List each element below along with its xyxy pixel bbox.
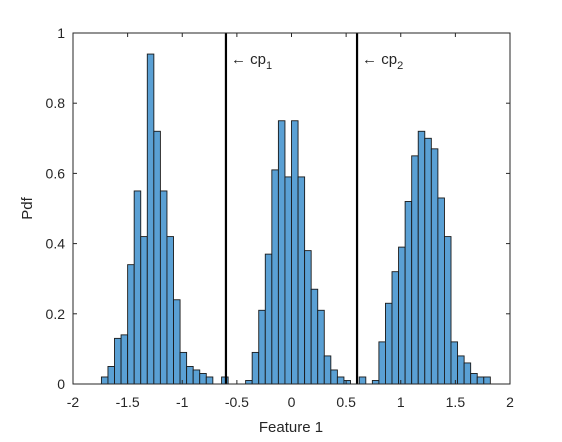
histogram-bar [133,190,142,385]
histogram-bar [424,137,432,385]
x-tick-label: -2 [67,394,80,410]
y-axis-ticks: 0 0.2 0.4 0.6 0.8 1 [46,25,510,392]
histogram-bar [310,288,319,385]
histogram-bar [179,351,188,385]
histogram-bar [476,376,485,385]
y-tick-label: 0.6 [46,165,66,181]
x-tick-label: -1 [176,394,189,410]
x-tick-label: 2 [506,394,514,410]
changepoint-label-2: ← cp2 [362,51,403,72]
x-tick-label: 1 [397,394,405,410]
histogram-bar [323,355,332,385]
histogram-bar [378,341,386,385]
x-tick-label: 0.5 [336,394,356,410]
changepoint-lines: ← cp1 ← cp2 [224,33,403,384]
histogram-bar [437,197,445,385]
histogram-bar [114,337,122,385]
y-tick-label: 0 [57,376,65,392]
y-tick-label: 1 [57,25,65,41]
x-tick-label: 0 [288,394,296,410]
histogram-bar [450,341,459,385]
x-axis-ticks: -2 -1.5 -1 -0.5 0 0.5 1 1.5 2 [67,33,514,410]
changepoint-arrow: ← cp [362,51,397,68]
histogram-bar [463,362,472,385]
histogram-bar [192,369,201,385]
histogram-bar [159,190,168,385]
histogram-bar [199,373,207,385]
histogram-bar [398,246,406,385]
histogram-bar [330,369,338,385]
histogram-bar [317,309,325,385]
histogram-bar [336,376,345,385]
histogram-bar [251,351,260,385]
histogram-bar [391,271,400,385]
changepoint-arrow: ← cp [231,51,266,68]
y-axis-label: Pdf [19,196,36,219]
histogram-bar [417,130,426,385]
histogram-bar [205,376,214,385]
histogram-bar [411,155,419,385]
histogram-bar [258,309,266,385]
histogram-bar [358,376,367,385]
histogram-bar [166,236,174,385]
histogram-bar [173,299,181,385]
histogram-bar [371,380,380,385]
histogram-bar [271,169,279,385]
histogram-bar [457,355,465,385]
histogram-bar [100,376,109,385]
histogram-bar [444,236,452,385]
histogram-bar [343,380,351,385]
histogram-bar [146,53,155,385]
x-tick-label: 1.5 [446,394,466,410]
changepoint-label-1: ← cp1 [231,51,272,72]
x-tick-label: -1.5 [116,394,140,410]
histogram-bar [291,120,299,385]
histogram-bar [483,376,491,385]
histogram-bar [186,366,194,385]
y-tick-label: 0.4 [46,236,66,252]
histogram-bar [107,366,115,385]
histogram-bar [430,148,439,385]
x-axis-label: Feature 1 [259,419,323,436]
histogram-bars [100,53,491,385]
histogram-bar [297,176,306,385]
histogram-bar [385,302,393,385]
changepoint-subscript: 1 [266,60,272,72]
histogram-bar [264,253,273,385]
y-tick-label: 0.8 [46,95,66,111]
x-tick-label: -0.5 [225,394,249,410]
histogram-bar [127,264,135,385]
histogram-bar [284,176,292,385]
histogram-bar [304,250,312,385]
histogram-bar [404,201,413,385]
histogram-bar [140,236,148,385]
histogram-bar [245,380,253,385]
histogram-bar [153,130,161,385]
y-tick-label: 0.2 [46,306,66,322]
histogram-bar [277,120,286,385]
histogram-bar [470,373,478,385]
changepoint-subscript: 2 [397,60,403,72]
histogram-bar [120,334,129,385]
